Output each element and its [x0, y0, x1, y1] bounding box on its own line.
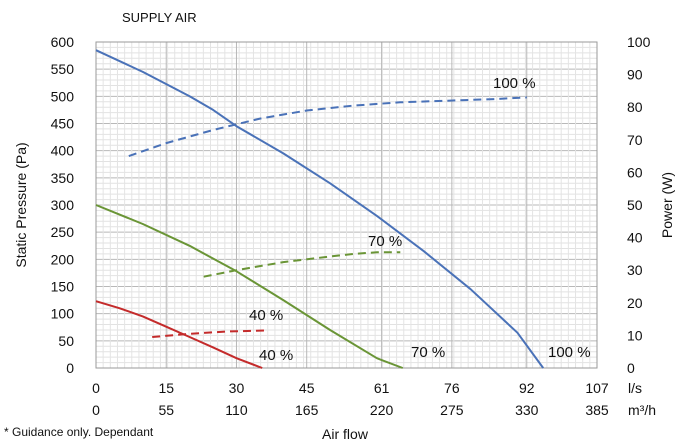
y-left-tick-label: 300: [51, 197, 75, 213]
x2-tick-label: 55: [158, 402, 174, 418]
series-labels: 100 % 70 % 40 % 100 % 70 % 40 %: [249, 75, 591, 364]
y-right-tick-label: 20: [627, 295, 643, 311]
x-tick-label: 76: [444, 380, 460, 396]
y-left-tick-label: 500: [51, 88, 75, 104]
x-tick-label: 92: [519, 380, 535, 396]
x2-tick-label: 330: [515, 402, 539, 418]
series-power-70-line: [203, 251, 401, 278]
x-tick-label: 30: [229, 380, 245, 396]
y-right-tick-label: 80: [627, 99, 643, 115]
y-right-tick-label: 50: [627, 197, 643, 213]
x-tick-label: 15: [158, 380, 174, 396]
x2-tick-label: 165: [295, 402, 319, 418]
series-label-power-40: 40 %: [249, 307, 283, 324]
x2-tick-label: 110: [225, 402, 248, 418]
series-pressure-100-line: [95, 49, 545, 369]
y-left-tick-label: 400: [51, 143, 75, 159]
series-pressure-70-line: [95, 204, 404, 369]
y-left-tick-label: 450: [51, 116, 75, 132]
x2-tick-label: 275: [440, 402, 464, 418]
chart-title: SUPPLY AIR: [122, 10, 197, 25]
series-label-pressure-40: 40 %: [259, 347, 293, 364]
y-right-tick-label: 90: [627, 67, 643, 83]
footnote: * Guidance only. Dependant: [4, 425, 154, 439]
y-axis-right-title: Power (W): [659, 172, 675, 238]
y-right-tick-label: 70: [627, 132, 643, 148]
y-left-tick-label: 350: [51, 170, 75, 186]
x-tick-label: 61: [374, 380, 390, 396]
y-left-tick-label: 100: [51, 306, 75, 322]
series-group: [95, 49, 545, 369]
y-right-tick-label: 100: [627, 34, 651, 50]
x-tick-label: 107: [585, 380, 609, 396]
y-left-tick-label: 200: [51, 251, 75, 267]
series-label-pressure-70: 70 %: [411, 344, 445, 361]
y-left-tick-label: 250: [51, 224, 75, 240]
y-axis-left-title: Static Pressure (Pa): [13, 142, 29, 267]
series-power-40-line: [152, 329, 265, 338]
y-left-tick-label: 600: [51, 34, 75, 50]
y-left-tick-label: 550: [51, 61, 75, 77]
x2-axis-units: m³/h: [628, 402, 656, 418]
y-right-tick-label: 30: [627, 262, 643, 278]
y-right-tick-label: 40: [627, 230, 643, 246]
y-left-tick-label: 50: [58, 333, 74, 349]
series-label-power-70: 70 %: [368, 233, 402, 250]
y-right-tick-label: 0: [627, 360, 635, 376]
x2-tick-label: 0: [92, 402, 100, 418]
x2-tick-label: 220: [370, 402, 394, 418]
x-axis-units: l/s: [628, 380, 642, 396]
x-axis-title: Air flow: [322, 426, 369, 442]
y-right-tick-label: 10: [627, 327, 643, 343]
tick-labels: 0501001502002503003504004505005506000102…: [51, 34, 651, 418]
x2-tick-label: 385: [585, 402, 609, 418]
y-right-tick-label: 60: [627, 164, 643, 180]
series-pressure-40-line: [95, 300, 263, 369]
series-label-pressure-100: 100 %: [548, 344, 591, 361]
x-tick-label: 45: [299, 380, 315, 396]
series-label-power-100: 100 %: [493, 75, 536, 92]
x-tick-label: 0: [92, 380, 100, 396]
grid: [95, 41, 598, 369]
y-left-tick-label: 150: [51, 279, 75, 295]
y-left-tick-label: 0: [66, 360, 74, 376]
